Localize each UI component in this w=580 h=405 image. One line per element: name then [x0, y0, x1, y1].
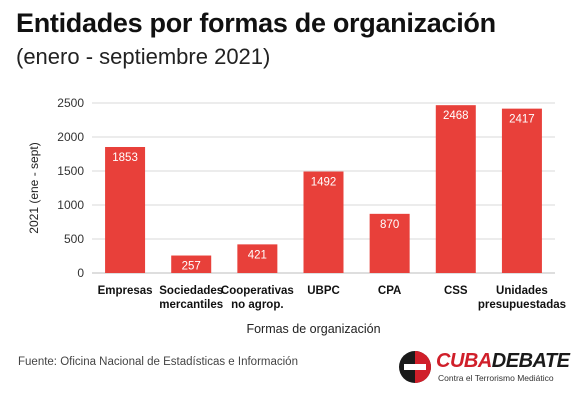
y-tick-label: 2000: [57, 130, 84, 144]
x-tick-label: CPA: [378, 285, 401, 297]
bar-chart: 0 500 1000 1500 2000 2500 1853 Empresas 257 Socie…: [27, 96, 566, 336]
y-tick-label: 2500: [57, 96, 84, 110]
x-tick-label: Sociedades mercantiles: [159, 285, 223, 311]
x-tick-label: Empresas: [98, 285, 153, 297]
bar: [435, 105, 476, 274]
x-axis-title: Formas de organización: [246, 322, 380, 336]
data-label: 1492: [311, 177, 337, 189]
bar: [369, 213, 410, 273]
chart-title: Entidades por formas de organización: [16, 8, 496, 38]
x-tick-label: Unidades presupuestadas: [478, 285, 566, 311]
logo-wordmark: CUBADEBATE: [436, 350, 570, 372]
data-label: 421: [248, 249, 267, 261]
data-label: 2417: [509, 114, 535, 126]
y-tick-label: 1500: [57, 164, 84, 178]
cubadebate-logo[interactable]: CUBADEBATE Contra el Terrorismo Mediátic…: [398, 350, 576, 390]
bar: [237, 244, 278, 273]
data-label: 2468: [443, 110, 469, 122]
x-tick-label: CSS: [444, 285, 468, 297]
y-tick-label: 1000: [57, 198, 84, 212]
y-tick-label: 0: [77, 266, 84, 280]
y-axis-title: 2021 (ene - sept): [27, 142, 41, 233]
chart-subtitle: (enero - septiembre 2021): [16, 44, 271, 69]
data-label: 870: [380, 219, 399, 231]
x-tick-label: UBPC: [307, 285, 340, 297]
bar: [105, 146, 146, 273]
logo-emblem-icon: [399, 351, 431, 383]
data-label: 257: [182, 261, 201, 273]
y-tick-label: 500: [64, 232, 84, 246]
bar: [303, 171, 344, 273]
bar: [171, 255, 212, 273]
bar: [501, 108, 542, 273]
data-label: 1853: [112, 152, 138, 164]
logo-tagline: Contra el Terrorismo Mediático: [438, 373, 554, 383]
source-note: Fuente: Oficina Nacional de Estadísticas…: [18, 356, 298, 368]
x-tick-label: Cooperativas no agrop.: [221, 285, 294, 311]
